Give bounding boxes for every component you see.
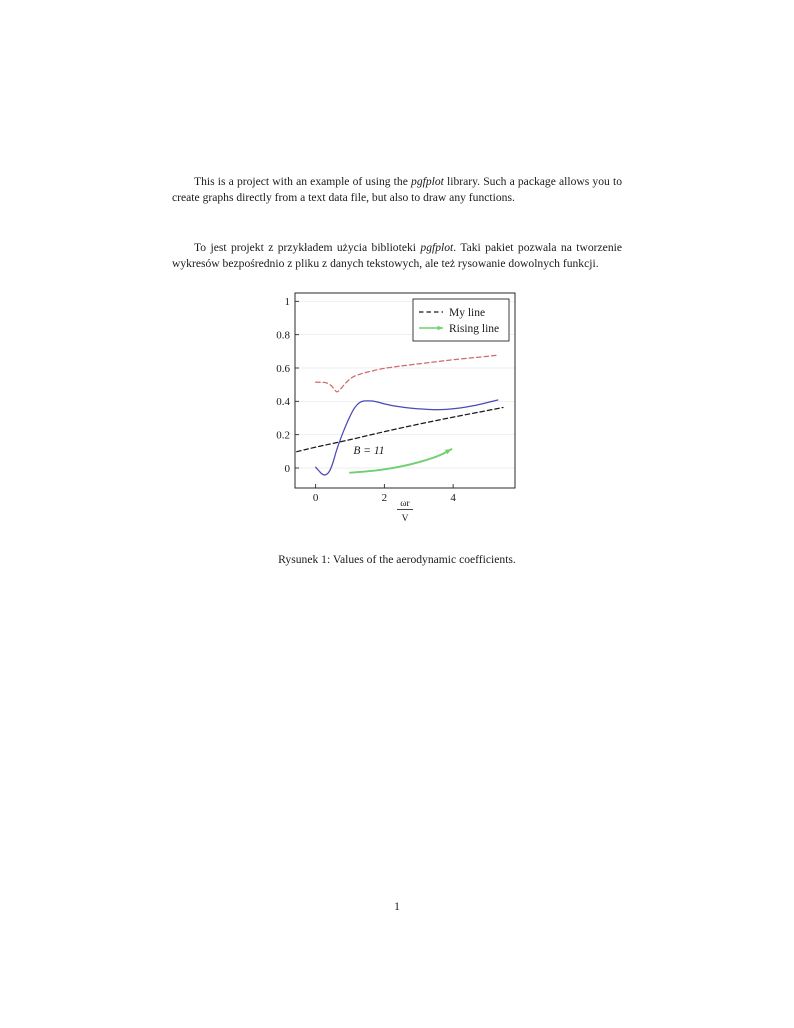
y-tick-label: 0.8 [276,329,290,341]
series-line-blue-curve [315,399,499,476]
paragraph-english: This is a project with an example of usi… [172,174,622,207]
series-line-my-line [296,406,504,453]
paragraph-lead-text: This is a project with an example of usi… [194,174,412,188]
y-tick-label: 0.2 [276,429,290,441]
paragraph-tail-text: library. Such a package allows you to cr… [172,174,622,205]
series-clip-group [296,354,504,476]
y-tick-label: 0 [285,463,291,475]
series-line-red-curve [315,354,499,393]
series-arrowhead [444,449,452,455]
y-tick-label: 1 [285,296,291,308]
x-tick-label: 4 [450,492,456,504]
y-axis-ticks: 0 0.2 0.4 0.6 0.8 1 [276,296,299,475]
chart-series-group [296,354,504,476]
legend-label: My line [449,307,485,319]
legend-arrowhead [437,325,443,331]
legend-box [412,298,510,342]
x-axis-label-numerator: ωr [400,499,410,509]
page-number: 1 [394,900,400,913]
plot-frame [294,292,516,489]
legend-label: Rising line [449,323,499,335]
x-axis-label-denominator: V [402,514,409,524]
paragraph-emphasis: pgfplot [420,240,454,254]
chart-annotations: B = 11 [353,445,384,457]
x-tick-label: 0 [313,492,319,504]
series-line-rising-line [349,448,453,474]
paragraph-polish: To jest projekt z przykładem użycia bibl… [172,240,622,273]
chart-legend: My line Rising line [412,298,510,342]
x-axis-label: ωr V [397,499,413,524]
annotation-label: B = 11 [353,445,384,457]
figure-caption: Rysunek 1: Values of the aerodynamic coe… [278,553,516,566]
x-axis-ticks: 0 2 4 [313,484,456,504]
paragraph-tail-text: . Taki pakiet pozwala na tworzenie wykre… [172,240,622,271]
y-tick-label: 0.4 [276,396,290,408]
figure-container: 0 0.2 0.4 0.6 0.8 1 0 2 4 B = 11 My line Rising … [0,285,794,530]
chart-svg: 0 0.2 0.4 0.6 0.8 1 0 2 4 B = 11 My line Rising … [276,292,516,524]
chart: 0 0.2 0.4 0.6 0.8 1 0 2 4 B = 11 My line Rising … [267,285,527,530]
x-tick-label: 2 [382,492,388,504]
paragraph-lead-text: To jest projekt z przykładem użycia bibl… [194,240,421,254]
paragraph-emphasis: pgfplot [411,174,444,188]
y-tick-label: 0.6 [276,363,290,375]
